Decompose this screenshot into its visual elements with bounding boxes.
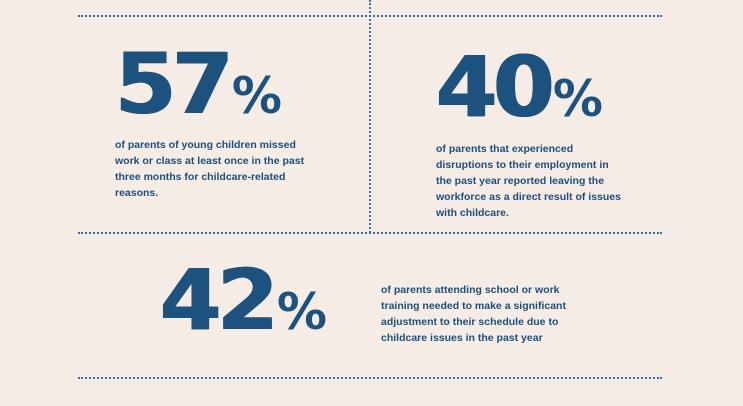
percent-sign: % xyxy=(276,282,328,341)
stat-40-figure: 40 % xyxy=(436,38,604,136)
stat-57-description: of parents of young children missed work… xyxy=(115,139,305,199)
stat-57-figure: 57 % xyxy=(115,35,283,133)
stat-42-figure: 42 % xyxy=(160,251,328,349)
percent-sign: % xyxy=(231,66,283,125)
bottom-divider xyxy=(78,377,662,379)
middle-divider xyxy=(78,232,662,234)
stat-40-description: of parents that experienced disruptions … xyxy=(436,143,621,219)
stat-number: 42 xyxy=(160,251,279,349)
percent-sign: % xyxy=(552,69,604,128)
stat-42-description: of parents attending school or work trai… xyxy=(381,284,566,344)
vertical-divider xyxy=(369,0,371,233)
stat-number: 57 xyxy=(115,35,234,133)
stat-number: 40 xyxy=(436,38,555,136)
